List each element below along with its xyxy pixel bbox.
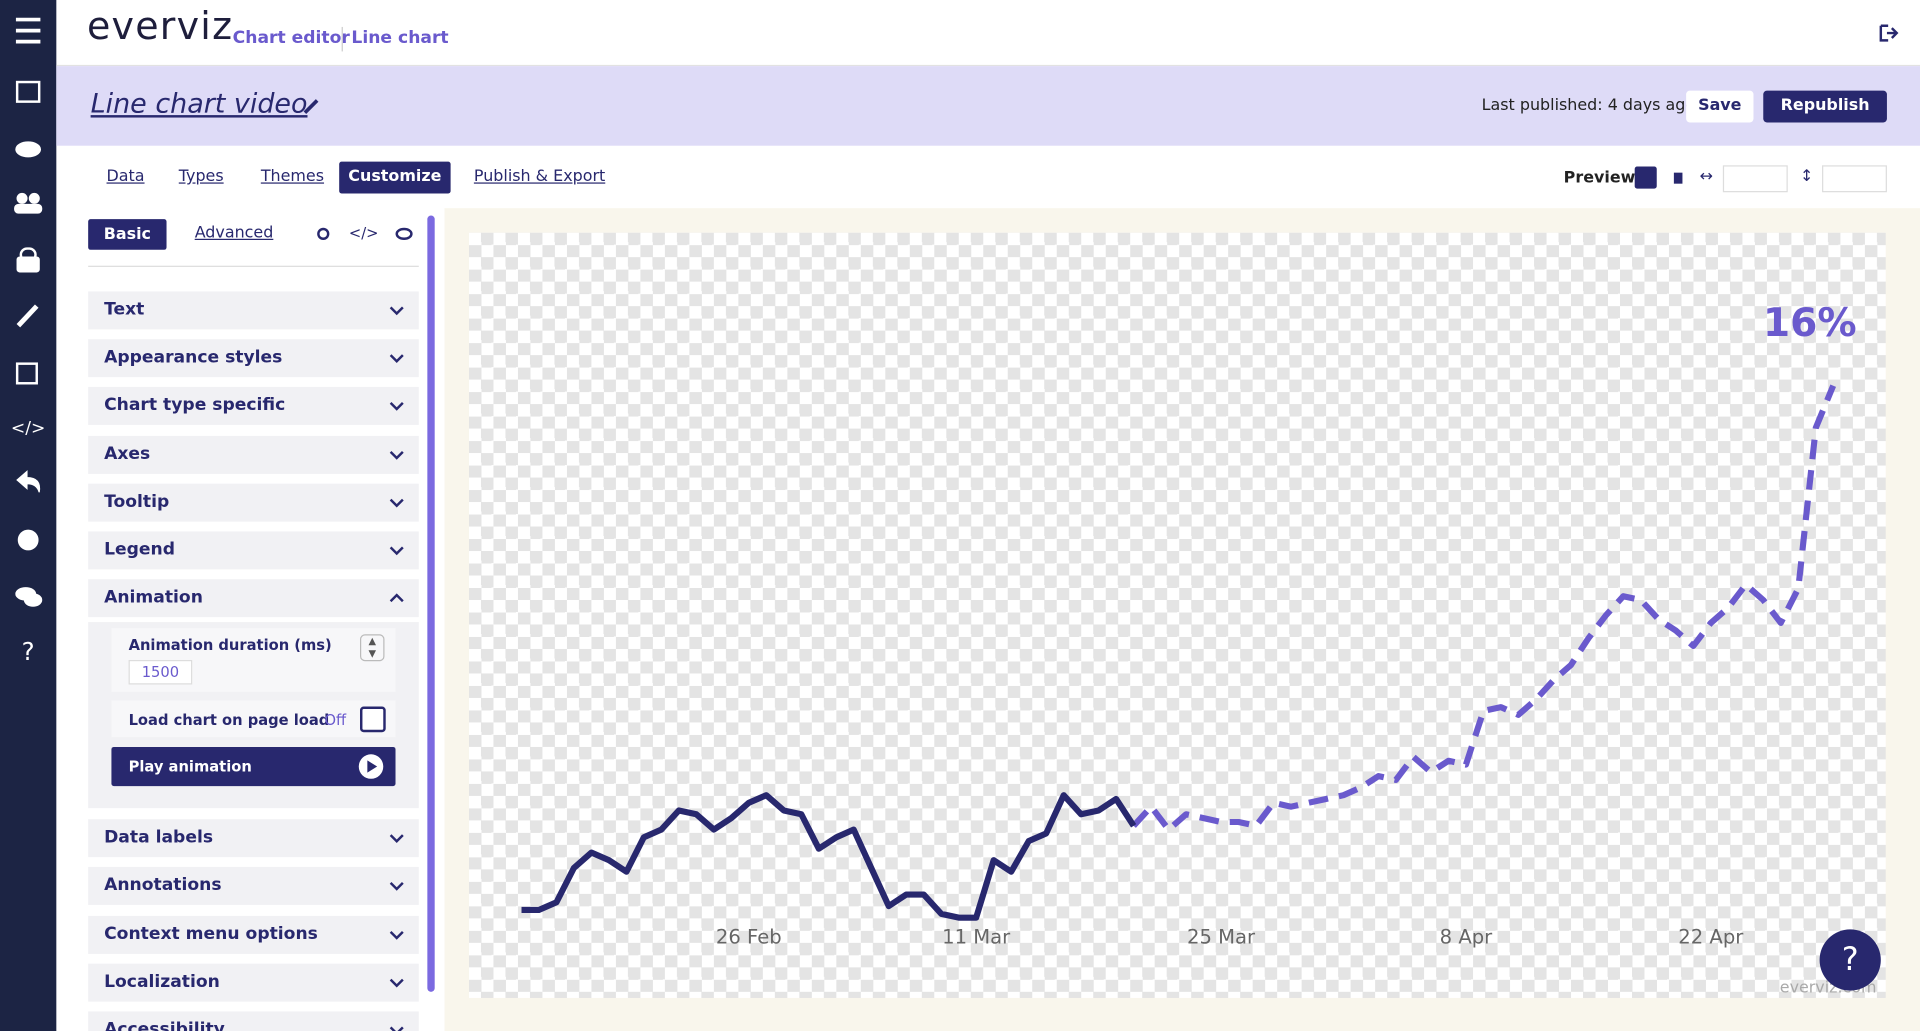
section-title[interactable]: Text [104,300,145,320]
section-header[interactable]: Annotations [88,867,419,906]
section-title[interactable]: Chart type specific [104,395,286,416]
play-label[interactable]: Play animation [128,757,252,776]
x-tick-label: 8 Apr [1440,925,1494,948]
section-title[interactable]: Data labels [104,827,214,848]
preview-desktop[interactable] [1634,166,1657,189]
chevron[interactable] [389,544,404,556]
tab-active[interactable]: Customize [339,161,451,194]
chevron[interactable] [389,831,404,843]
section-header[interactable]: Tooltip [88,483,419,522]
scrollbar[interactable] [427,215,435,992]
edit-icon[interactable] [302,98,319,115]
section-header[interactable]: Legend [88,531,419,570]
save-button[interactable]: Save [1686,90,1754,123]
last-published: Last published: 4 days ago [1481,96,1696,116]
x-tick-label: 11 Mar [942,925,1011,948]
section-header[interactable]: Axes [88,435,419,474]
title-bar [56,66,1920,146]
load-label: Load chart on page load [128,711,330,729]
tab[interactable]: Types [178,167,224,187]
sidebar: </> ? [0,0,57,1031]
advanced-tab[interactable]: Advanced [194,224,274,243]
chevron[interactable] [389,592,404,604]
load-checkbox[interactable] [360,706,386,733]
chevron[interactable] [389,1024,404,1031]
header [56,0,1920,67]
section-title[interactable]: Context menu options [104,923,318,944]
play-icon[interactable] [358,753,385,780]
width-icon: ↔ [1699,167,1713,187]
preview-mobile[interactable] [1673,172,1683,184]
chevron[interactable] [389,304,404,316]
section-title[interactable]: Annotations [104,875,222,896]
x-tick-label: 22 Apr [1678,925,1744,948]
line-series [521,792,1137,921]
divider [88,265,419,267]
load-field [111,700,396,738]
chart-name[interactable]: Line chart video [90,89,308,121]
width-input[interactable] [1722,165,1788,193]
section-header[interactable]: Context menu options [88,915,419,954]
breadcrumb[interactable]: Chart editor [232,28,350,48]
republish-button[interactable]: Republish [1763,90,1887,123]
spinner[interactable]: ▲ ▼ [360,634,385,662]
basic-tab[interactable]: Basic [88,219,167,250]
section-header[interactable]: Appearance styles [88,339,419,378]
logo[interactable]: everviz [86,4,234,49]
x-tick-label: 26 Feb [716,925,782,948]
height-icon: ↕ [1800,167,1814,187]
end-label: 16% [1763,301,1857,346]
section-title[interactable]: Tooltip [104,491,170,512]
chevron[interactable] [389,496,404,508]
chevron[interactable] [389,448,404,460]
section-title[interactable]: Animation [104,587,203,608]
chart-background [468,232,1886,998]
x-tick-label: 25 Mar [1187,925,1256,948]
preview-label: Preview: [1563,168,1642,188]
section-title[interactable]: Legend [104,540,176,560]
section-title[interactable]: Accessibility [104,1020,225,1031]
chevron[interactable] [389,976,404,988]
sidebar-help[interactable]: ? [21,636,35,667]
section-title[interactable]: Axes [104,443,151,464]
separator [341,26,343,52]
section-header[interactable]: Data labels [88,819,419,858]
panel-icons[interactable]: </> [313,224,416,244]
chevron[interactable] [389,352,404,364]
line-series [1131,384,1837,833]
section-header[interactable]: Accessibility [88,1011,419,1031]
chevron[interactable] [389,400,404,412]
load-state: Off [324,711,347,729]
section-header[interactable]: Text [88,291,419,330]
help-button[interactable]: ? [1819,929,1881,991]
chevron[interactable] [389,880,404,892]
section-header[interactable]: Localization [88,963,419,1002]
logout-icon[interactable] [1878,23,1900,43]
breadcrumb[interactable]: Line chart [351,28,449,48]
tab[interactable]: Themes [260,167,325,187]
height-input[interactable] [1822,165,1887,193]
section-header[interactable]: Animation [88,579,419,618]
svg-text:</>: </> [11,419,45,439]
tab[interactable]: Data [106,167,145,187]
chevron[interactable] [389,928,404,940]
section-header[interactable]: Chart type specific [88,387,419,426]
svg-text:</>: </> [349,225,379,242]
sidebar-icons: </> [11,17,45,607]
play-button[interactable] [111,746,396,787]
duration-label: Animation duration (ms) [128,636,332,654]
section-title[interactable]: Appearance styles [104,347,283,368]
duration-input[interactable]: 1500 [128,660,193,685]
tab[interactable]: Publish & Export [473,167,606,187]
section-title[interactable]: Localization [104,972,220,992]
